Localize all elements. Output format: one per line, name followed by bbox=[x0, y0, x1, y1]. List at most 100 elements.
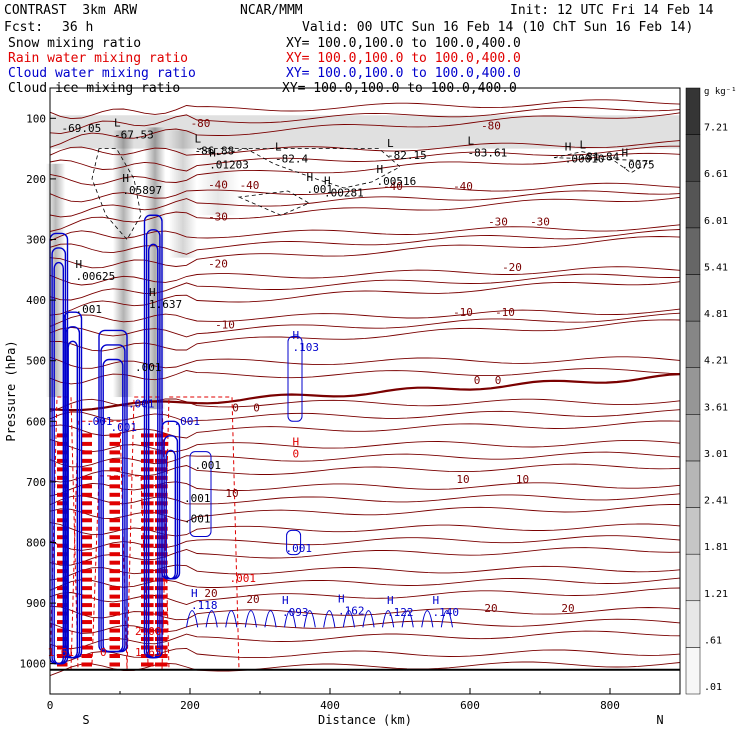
rain-dense-band bbox=[109, 620, 120, 625]
extremum-kind-label: H bbox=[377, 163, 384, 176]
extremum-value-label: -86.88 bbox=[195, 145, 235, 158]
rain-dense-band bbox=[109, 645, 120, 650]
field-cloud-water-xy: XY= 100.0,100.0 to 100.0,400.0 bbox=[286, 66, 521, 81]
rain-dense-band bbox=[81, 475, 92, 480]
field-rain-xy: XY= 100.0,100.0 to 100.0,400.0 bbox=[286, 51, 521, 66]
extremum-value-label: .001 bbox=[76, 303, 103, 316]
temperature-label: 10 bbox=[456, 473, 469, 486]
temperature-contour bbox=[49, 522, 681, 537]
north-label: N bbox=[656, 713, 663, 727]
rain-dense-band bbox=[57, 484, 68, 489]
rain-dense-band bbox=[109, 458, 120, 463]
rain-dense-band bbox=[109, 611, 120, 616]
colorbar-swatch bbox=[685, 274, 701, 322]
cloud-water-contour bbox=[205, 610, 218, 628]
rain-dense-band bbox=[109, 628, 120, 633]
extremum-kind-label: L bbox=[114, 116, 121, 129]
y-tick-label: 700 bbox=[26, 476, 46, 489]
south-label: S bbox=[82, 713, 89, 727]
extremum-value-label: .140 bbox=[433, 606, 460, 619]
temperature-contour bbox=[49, 190, 681, 218]
rain-dense-band bbox=[57, 577, 68, 582]
rain-dense-band bbox=[81, 586, 92, 591]
x-tick-label: 800 bbox=[600, 699, 620, 712]
temperature-contour bbox=[49, 439, 681, 453]
y-tick-label: 500 bbox=[26, 355, 46, 368]
temperature-contour bbox=[49, 112, 681, 148]
extremum-kind-label: H bbox=[191, 587, 198, 600]
extremum-value-label: .001 bbox=[230, 572, 257, 585]
temperature-label: -10 bbox=[495, 306, 515, 319]
colorbar-label: .01 bbox=[704, 682, 722, 693]
x-tick-label: 600 bbox=[460, 699, 480, 712]
rain-dense-band bbox=[81, 637, 92, 642]
rain-dense-band bbox=[109, 543, 120, 548]
rain-dense-band bbox=[81, 501, 92, 506]
extremum-value-label: .001 bbox=[174, 415, 201, 428]
rain-dense-band bbox=[109, 552, 120, 557]
temperature-label: -30 bbox=[488, 215, 508, 228]
cloud-ice-contour bbox=[237, 190, 310, 216]
rain-dense-band bbox=[81, 526, 92, 531]
rain-dense-band bbox=[109, 492, 120, 497]
rain-dense-band bbox=[81, 543, 92, 548]
rain-dense-band bbox=[81, 628, 92, 633]
temperature-contour bbox=[49, 281, 681, 316]
cloud-water-contour bbox=[147, 243, 159, 659]
rain-dense-band bbox=[57, 594, 68, 599]
temperature-label: -30 bbox=[208, 210, 228, 223]
colorbar-label: 6.61 bbox=[704, 169, 728, 180]
header-fcst-value: 36 h bbox=[62, 20, 94, 35]
temperature-label: 10 bbox=[225, 487, 238, 500]
cloud-water-contour bbox=[382, 610, 395, 628]
colorbar-label: 5.41 bbox=[704, 262, 728, 273]
field-snow-name: Snow mixing ratio bbox=[8, 36, 142, 51]
temperature-contour bbox=[49, 266, 681, 286]
rain-dense-band bbox=[57, 637, 68, 642]
temperature-label: -20 bbox=[208, 258, 228, 271]
temperature-contour bbox=[49, 463, 681, 483]
rain-dense-band bbox=[81, 535, 92, 540]
extremum-kind-label: H bbox=[209, 147, 216, 160]
y-tick-label: 200 bbox=[26, 173, 46, 186]
rain-dense-band bbox=[81, 611, 92, 616]
temperature-label: 10 bbox=[516, 473, 529, 486]
temperature-contour bbox=[49, 451, 681, 468]
field-rain-name: Rain water mixing ratio bbox=[8, 51, 189, 66]
temperature-label: -80 bbox=[481, 120, 501, 133]
rain-dense-band bbox=[81, 577, 92, 582]
temperature-label: -30 bbox=[530, 215, 550, 228]
temperature-contour bbox=[49, 319, 681, 352]
temperature-label: -40 bbox=[208, 178, 228, 191]
snow-shading-column bbox=[169, 130, 197, 258]
rain-dense-band bbox=[109, 509, 120, 514]
rain-dense-band bbox=[57, 645, 68, 650]
extremum-kind-label: H bbox=[307, 171, 314, 184]
rain-dense-band bbox=[81, 569, 92, 574]
temperature-label: 20 bbox=[204, 587, 217, 600]
colorbar-label: 2.41 bbox=[704, 496, 728, 507]
temperature-contour bbox=[49, 182, 681, 203]
cloud-water-contour bbox=[225, 610, 238, 628]
extremum-value-label: .001 bbox=[128, 397, 155, 410]
rain-dense-band bbox=[57, 433, 68, 438]
rain-dense-band bbox=[57, 628, 68, 633]
temperature-contour bbox=[49, 368, 681, 385]
temperature-contour bbox=[49, 356, 681, 369]
rain-dense-band bbox=[109, 518, 120, 523]
colorbar-swatch bbox=[685, 460, 701, 508]
rain-dense-band bbox=[57, 543, 68, 548]
rain-contour bbox=[161, 396, 240, 670]
extremum-value-label: .162 bbox=[338, 605, 365, 618]
rain-dense-band bbox=[81, 620, 92, 625]
extremum-value-label: 2.00 bbox=[135, 625, 162, 638]
rain-dense-band bbox=[109, 475, 120, 480]
rain-dense-band bbox=[81, 458, 92, 463]
temperature-contour bbox=[49, 196, 681, 232]
rain-dense-band bbox=[81, 552, 92, 557]
rain-dense-band bbox=[81, 492, 92, 497]
rain-dense-band bbox=[81, 450, 92, 455]
extremum-kind-label: L bbox=[580, 139, 587, 152]
rain-dense-band bbox=[81, 662, 92, 667]
